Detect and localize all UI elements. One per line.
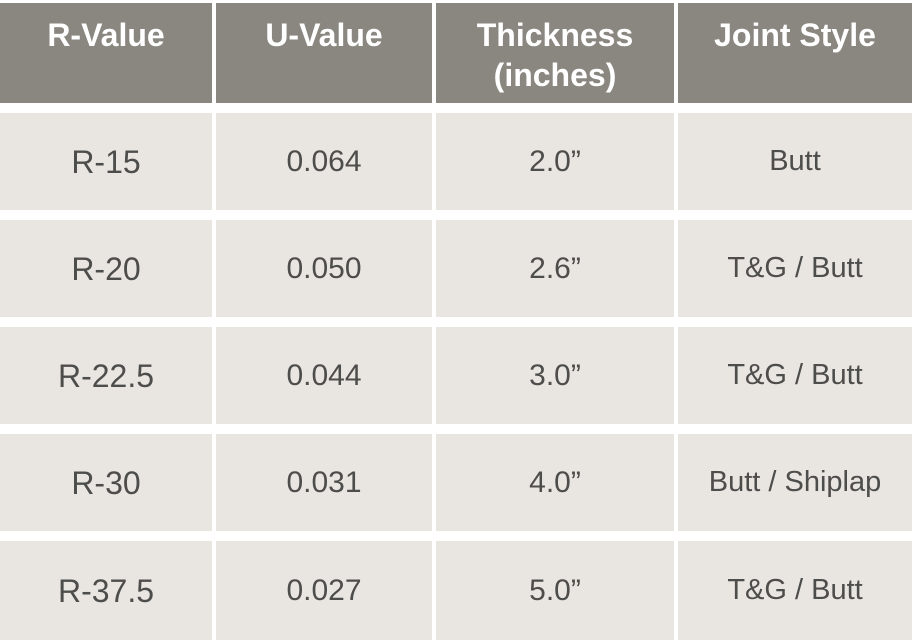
table-cell-r-value: R-20 xyxy=(0,220,212,317)
table-cell-r-value: R-22.5 xyxy=(0,327,212,424)
table-cell-u-value: 0.064 xyxy=(216,113,432,210)
table-cell-thickness: 2.6” xyxy=(436,220,674,317)
table-cell-joint-style: T&G / Butt xyxy=(678,327,912,424)
table-cell-r-value: R-30 xyxy=(0,434,212,531)
table-cell-u-value: 0.027 xyxy=(216,541,432,640)
table-cell-thickness: 4.0” xyxy=(436,434,674,531)
column-header-r-value: R-Value xyxy=(0,3,212,103)
column-header-thickness: Thickness (inches) xyxy=(436,3,674,103)
column-header-joint-style: Joint Style xyxy=(678,3,912,103)
table-cell-r-value: R-15 xyxy=(0,113,212,210)
table-cell-joint-style: Butt / Shiplap xyxy=(678,434,912,531)
table-cell-u-value: 0.050 xyxy=(216,220,432,317)
table-cell-joint-style: T&G / Butt xyxy=(678,220,912,317)
table-cell-joint-style: Butt xyxy=(678,113,912,210)
table-cell-r-value: R-37.5 xyxy=(0,541,212,640)
column-header-u-value: U-Value xyxy=(216,3,432,103)
table-cell-thickness: 3.0” xyxy=(436,327,674,424)
table-cell-thickness: 2.0” xyxy=(436,113,674,210)
table-cell-joint-style: T&G / Butt xyxy=(678,541,912,640)
table-cell-u-value: 0.031 xyxy=(216,434,432,531)
table-cell-thickness: 5.0” xyxy=(436,541,674,640)
table-cell-u-value: 0.044 xyxy=(216,327,432,424)
